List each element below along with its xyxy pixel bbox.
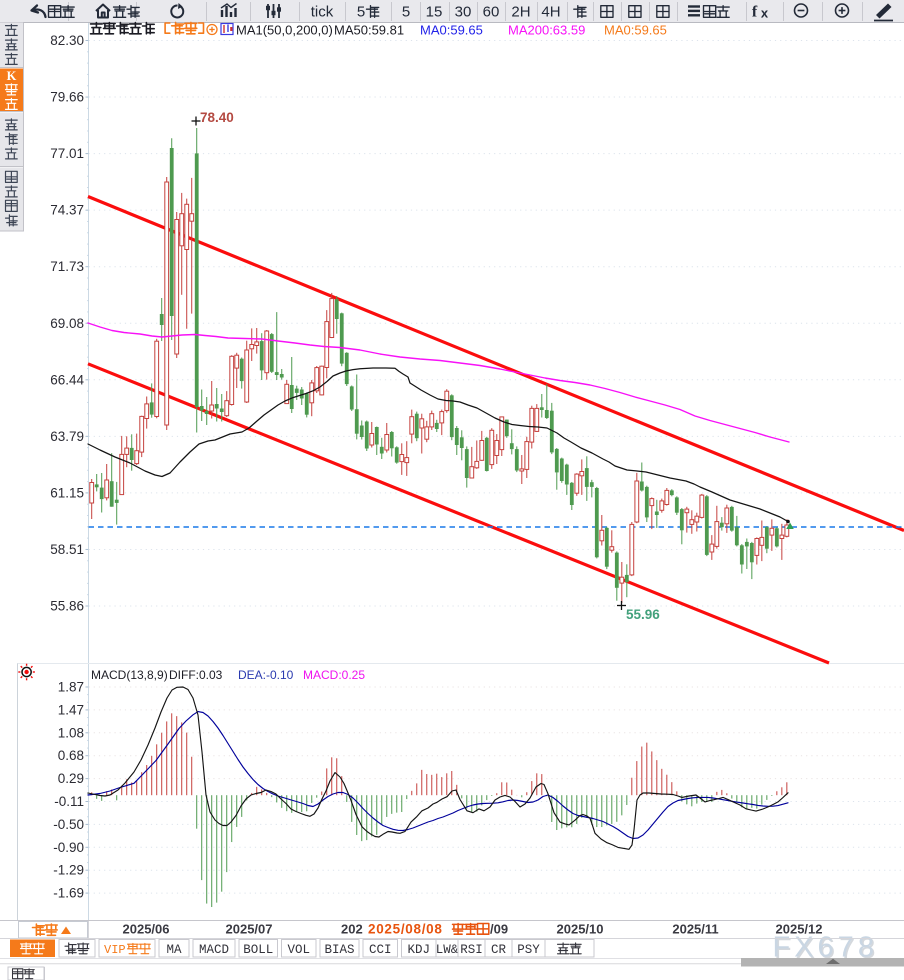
svg-text:2025/10: 2025/10 [557,922,604,937]
svg-text:MACD: MACD [199,943,229,957]
svg-text:-1.29: -1.29 [53,863,84,878]
svg-text:78.40: 78.40 [200,110,234,125]
svg-text:/09: /09 [490,922,508,937]
svg-text:74.37: 74.37 [50,203,84,218]
svg-text:82.30: 82.30 [50,33,84,48]
svg-text:4H: 4H [541,4,560,21]
svg-text:1.47: 1.47 [58,702,84,717]
svg-text:VIP: VIP [104,943,126,957]
svg-text:MA: MA [166,943,182,957]
svg-text:-0.50: -0.50 [53,817,84,832]
svg-text:15: 15 [426,4,443,21]
svg-text:LW&: LW& [436,943,459,957]
svg-text:K: K [7,69,17,83]
svg-text:MA1(50,0,200,0): MA1(50,0,200,0) [236,23,333,38]
svg-text:0.29: 0.29 [58,771,84,786]
svg-text:60: 60 [483,4,500,21]
svg-text:VOL: VOL [288,943,311,957]
svg-text:79.66: 79.66 [50,90,84,105]
svg-text:tick: tick [311,4,334,21]
svg-text:77.01: 77.01 [50,146,84,161]
svg-text:RSI: RSI [460,943,483,957]
svg-text:MA0:59.65: MA0:59.65 [420,23,483,38]
svg-text:2025/08/08: 2025/08/08 [368,922,443,937]
svg-text:MACD:0.25: MACD:0.25 [303,668,365,682]
svg-text:1.87: 1.87 [58,680,84,695]
svg-text:-0.11: -0.11 [54,794,84,809]
svg-text:63.79: 63.79 [50,429,84,444]
svg-text:KDJ: KDJ [408,943,431,957]
svg-text:202: 202 [341,922,363,937]
svg-text:61.15: 61.15 [50,485,84,500]
svg-text:MA200:63.59: MA200:63.59 [508,23,585,38]
svg-text:-1.69: -1.69 [53,886,84,901]
svg-text:x: x [761,6,769,21]
svg-text:1.08: 1.08 [58,725,84,740]
svg-text:PSY: PSY [517,943,540,957]
svg-text:BIAS: BIAS [324,943,354,957]
svg-text:0.68: 0.68 [58,748,84,763]
svg-text:71.73: 71.73 [50,259,84,274]
svg-text:55.86: 55.86 [50,599,84,614]
svg-text:2025/12: 2025/12 [776,922,823,937]
svg-text:2025/06: 2025/06 [123,922,170,937]
svg-text:69.08: 69.08 [50,316,84,331]
svg-text:30: 30 [455,4,472,21]
svg-text:f: f [752,4,758,21]
svg-text:55.96: 55.96 [626,607,660,622]
svg-text:DEA:-0.10: DEA:-0.10 [238,668,294,682]
svg-text:58.51: 58.51 [50,542,84,557]
svg-text:CCI: CCI [369,943,392,957]
svg-text:2025/11: 2025/11 [672,922,718,937]
svg-text:-0.90: -0.90 [53,840,84,855]
svg-text:MA0:59.65: MA0:59.65 [604,23,667,38]
svg-text:MACD(13,8,9): MACD(13,8,9) [91,668,168,682]
svg-text:5: 5 [357,4,365,21]
svg-text:MA50:59.81: MA50:59.81 [334,23,404,38]
svg-text:5: 5 [402,4,410,21]
svg-text:2H: 2H [511,4,530,21]
svg-text:66.44: 66.44 [50,372,84,387]
svg-text:BOLL: BOLL [243,943,273,957]
svg-text:CR: CR [491,943,507,957]
svg-text:DIFF:0.03: DIFF:0.03 [169,668,223,682]
svg-text:2025/07: 2025/07 [226,922,273,937]
